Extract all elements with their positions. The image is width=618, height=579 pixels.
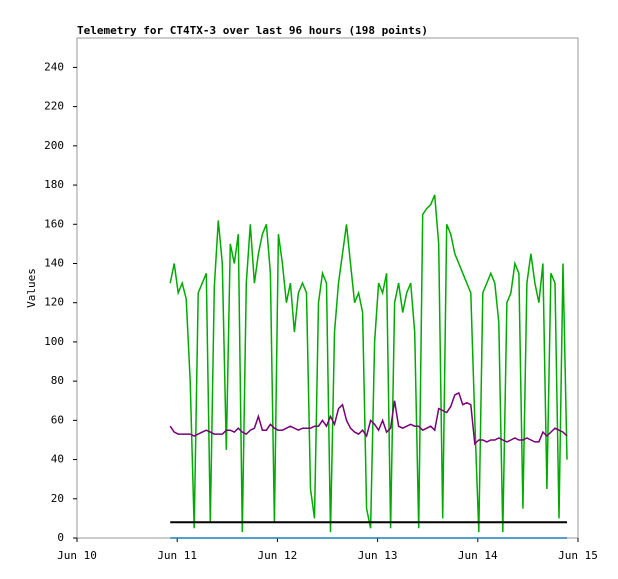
y-tick-label: 100 [44,335,64,348]
y-tick-label: 40 [51,453,64,466]
y-tick-label: 120 [44,296,64,309]
x-tick-label: Jun 10 [57,549,97,562]
x-tick-label: Jun 11 [157,549,197,562]
series-line [169,194,568,533]
y-tick-label: 200 [44,139,64,152]
y-tick-label: 180 [44,178,64,191]
x-tick-label: Jun 14 [458,549,498,562]
y-axis-label: Values [25,268,38,308]
y-tick-label: 20 [51,492,64,505]
x-tick-label: Jun 13 [358,549,398,562]
chart-title: Telemetry for CT4TX-3 over last 96 hours… [77,24,428,37]
x-tick-label: Jun 15 [558,549,598,562]
y-tick-label: 0 [57,531,64,544]
y-tick-label: 160 [44,217,64,230]
series-line [169,391,568,446]
y-tick-label: 140 [44,256,64,269]
y-tick-label: 240 [44,60,64,73]
y-tick-label: 60 [51,413,64,426]
y-tick-label: 80 [51,374,64,387]
y-tick-label: 220 [44,100,64,113]
x-tick-label: Jun 12 [258,549,298,562]
